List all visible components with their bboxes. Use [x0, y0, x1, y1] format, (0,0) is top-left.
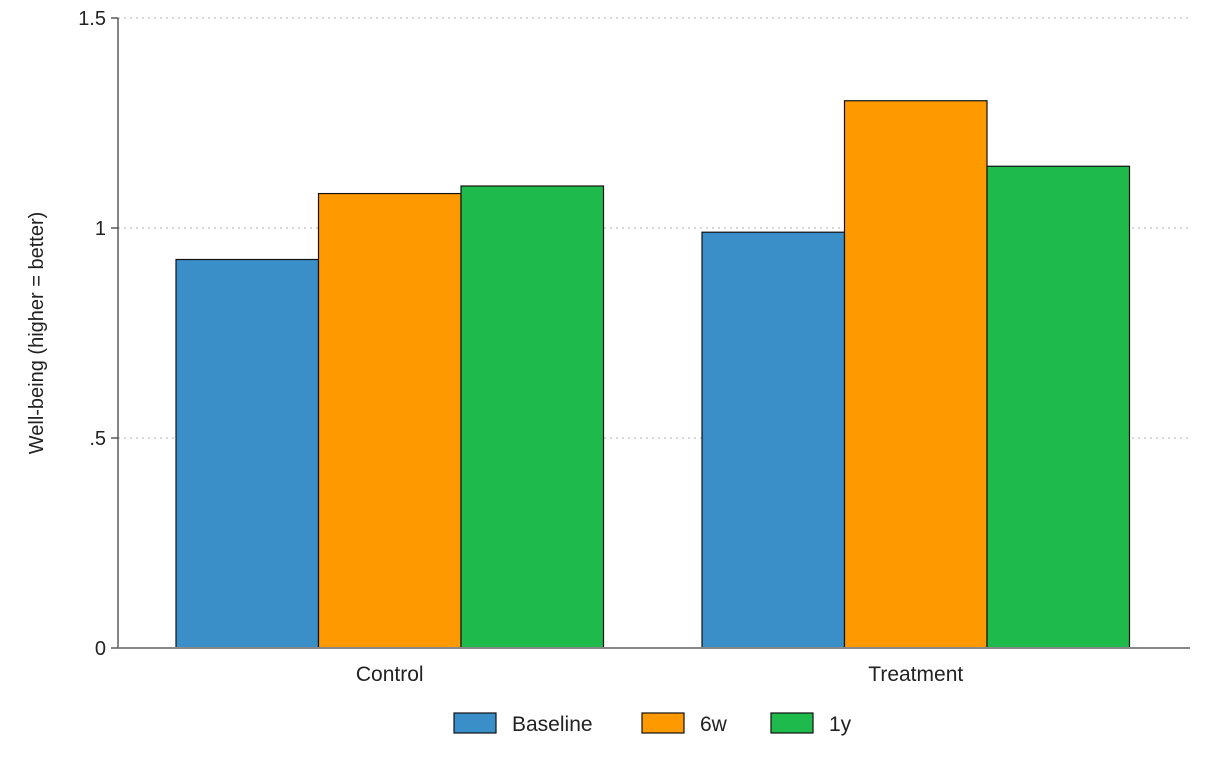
x-category-labels: Control Treatment [356, 663, 963, 686]
bar-6w-control [317, 192, 462, 649]
bars [175, 100, 1131, 649]
axes [117, 18, 1190, 649]
y-ticks: 0 .5 1 1.5 [78, 8, 118, 660]
y-tick-label: 1 [95, 218, 106, 240]
legend-label: 1y [829, 713, 852, 736]
legend-swatch-baseline [453, 712, 497, 734]
y-tick-label: 0 [95, 638, 106, 660]
x-category-label: Treatment [868, 663, 963, 686]
legend-swatch-1y [770, 712, 814, 734]
legend-label: 6w [700, 713, 728, 736]
y-tick-label: 1.5 [78, 8, 106, 30]
bar-6w-treatment [843, 100, 988, 649]
x-category-label: Control [356, 663, 424, 686]
y-axis-title: Well-being (higher = better) [26, 212, 48, 455]
legend-label: Baseline [512, 713, 593, 736]
legend-swatch-6w [641, 712, 685, 734]
y-tick-label: .5 [89, 428, 106, 450]
bar-1y-treatment [986, 165, 1131, 649]
bar-1y-control [460, 185, 605, 649]
bar-baseline-treatment [701, 231, 846, 649]
legend: Baseline 6w 1y [453, 712, 852, 736]
bar-baseline-control [175, 258, 320, 649]
